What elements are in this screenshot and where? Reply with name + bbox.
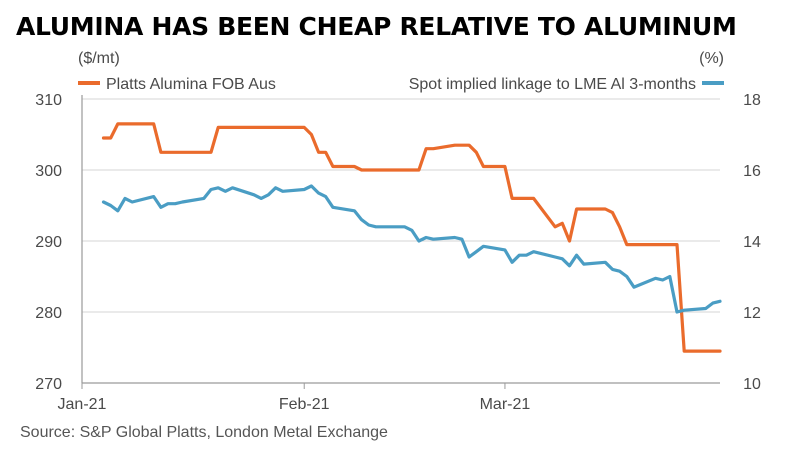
legend-label-platts-alumina: Platts Alumina FOB Aus <box>106 76 276 93</box>
right-tick-label: 12 <box>743 305 761 322</box>
left-axis-unit: ($/mt) <box>78 50 120 67</box>
left-tick-label: 290 <box>35 234 62 251</box>
left-tick-label: 300 <box>35 163 62 180</box>
right-tick-label: 16 <box>743 163 761 180</box>
series-line-lme-linkage <box>101 184 722 314</box>
x-tick-label: Jan-21 <box>58 396 107 413</box>
left-tick-label: 270 <box>35 376 62 393</box>
legend-label-lme-linkage: Spot implied linkage to LME Al 3-months <box>409 76 696 93</box>
x-tick-label: Mar-21 <box>480 396 531 413</box>
series-line-platts-alumina <box>101 122 722 353</box>
chart-title: ALUMINA HAS BEEN CHEAP RELATIVE TO ALUMI… <box>16 12 737 41</box>
left-tick-label: 310 <box>35 92 62 109</box>
x-tick-label: Feb-21 <box>279 396 330 413</box>
right-axis-unit: (%) <box>699 50 724 67</box>
right-tick-label: 18 <box>743 92 761 109</box>
right-tick-label: 10 <box>743 376 761 393</box>
left-tick-label: 280 <box>35 305 62 322</box>
source-note: Source: S&P Global Platts, London Metal … <box>20 424 388 441</box>
right-tick-label: 14 <box>743 234 761 251</box>
